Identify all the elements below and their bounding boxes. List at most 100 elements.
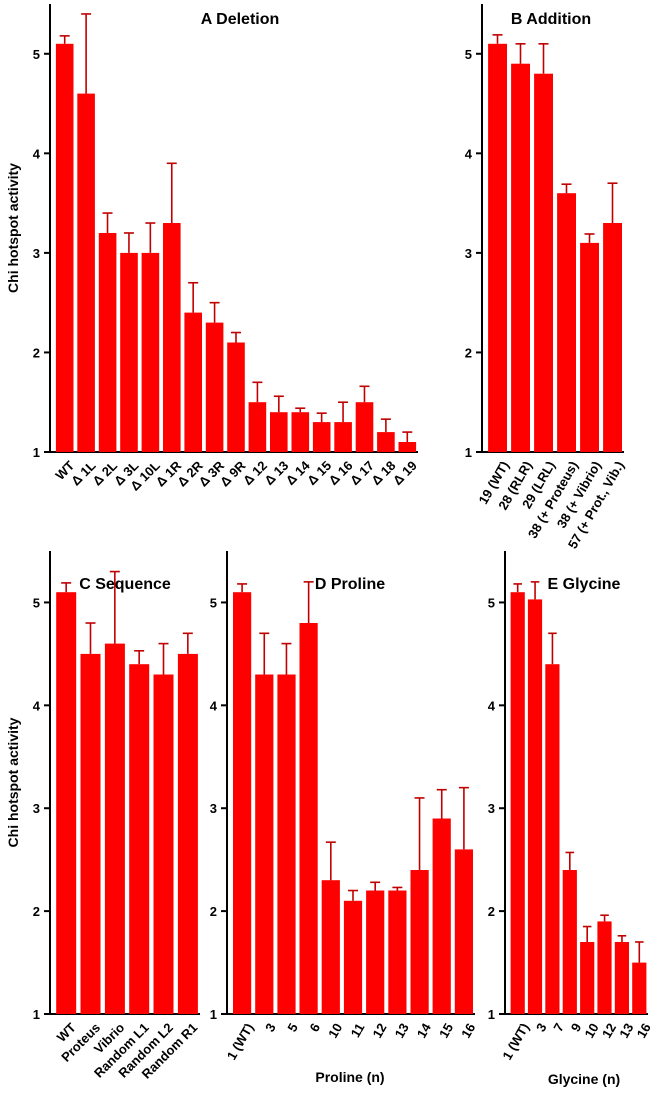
bar [603, 223, 622, 452]
bar [343, 900, 363, 1014]
bar [410, 870, 429, 1014]
y-tick-label: 3 [33, 246, 40, 261]
y-axis-title: Chi hotspot activity [5, 163, 21, 293]
bar [248, 402, 267, 452]
x-tick-label: 10 [581, 1021, 601, 1041]
y-tick-label: 1 [465, 445, 472, 460]
y-tick-label: 1 [210, 1007, 217, 1022]
y-tick-label: 4 [33, 146, 41, 161]
x-tick-label: 13 [392, 1021, 412, 1041]
bar [77, 93, 95, 452]
y-axis-title: Chi hotspot activity [5, 717, 21, 847]
bar [511, 63, 530, 452]
y-tick-label: 1 [33, 1007, 40, 1022]
bar [562, 870, 577, 1014]
x-axis-title: Proline (n) [315, 1069, 384, 1085]
bar [334, 422, 352, 452]
bar [205, 322, 224, 452]
bar [580, 242, 599, 452]
bar [388, 890, 407, 1014]
y-tick-label: 2 [33, 345, 40, 360]
bar [545, 664, 560, 1014]
bar [355, 402, 374, 452]
y-tick-label: 5 [33, 47, 40, 62]
panel-title: C Sequence [79, 576, 171, 593]
bar [277, 674, 296, 1014]
x-tick-label: 1 (WT) [499, 1021, 532, 1063]
bar [55, 43, 74, 453]
y-tick-label: 2 [465, 345, 472, 360]
x-axis-title: Glycine (n) [548, 1071, 620, 1087]
bar [177, 653, 198, 1014]
bar [120, 252, 138, 452]
bar [614, 942, 629, 1014]
x-tick-label: 13 [616, 1021, 636, 1041]
bar [104, 643, 125, 1014]
y-tick-label: 4 [33, 698, 41, 713]
bar [227, 342, 245, 452]
y-tick-label: 5 [33, 595, 40, 610]
bar [80, 653, 101, 1014]
x-tick-label: 3 [533, 1021, 550, 1035]
bar [597, 921, 612, 1014]
y-tick-label: 4 [210, 698, 218, 713]
bar [454, 849, 473, 1014]
x-tick-label: 3 [262, 1021, 279, 1035]
x-tick-label: 10 [325, 1021, 345, 1041]
panel-title: B Addition [511, 11, 591, 28]
bar [557, 193, 576, 452]
bar [270, 412, 288, 452]
y-tick-label: 5 [210, 595, 217, 610]
y-tick-label: 5 [465, 47, 472, 62]
x-tick-label: 1 (WT) [224, 1021, 257, 1063]
bar [233, 592, 252, 1014]
bar [580, 942, 595, 1014]
x-tick-label: 6 [307, 1021, 324, 1035]
y-tick-label: 5 [488, 595, 495, 610]
bar [56, 592, 77, 1014]
x-tick-label: 5 [284, 1021, 301, 1035]
y-tick-label: 2 [488, 904, 495, 919]
bar [527, 599, 543, 1014]
bar [510, 592, 525, 1014]
bar [98, 233, 117, 452]
x-tick-label: 12 [369, 1021, 389, 1041]
x-tick-label: 11 [348, 1021, 368, 1040]
bar [432, 818, 451, 1014]
x-tick-label: 16 [458, 1021, 478, 1041]
bar [163, 223, 181, 452]
x-tick-label: 14 [414, 1020, 435, 1041]
x-tick-label: 15 [436, 1021, 456, 1041]
bar [184, 312, 202, 452]
bar [321, 880, 340, 1014]
y-tick-label: 2 [33, 904, 40, 919]
bar [255, 674, 274, 1014]
panel-title: A Deletion [201, 11, 280, 28]
y-tick-label: 4 [488, 698, 496, 713]
x-tick-label: 16 [634, 1021, 654, 1041]
bar [299, 623, 318, 1014]
bar [291, 412, 310, 452]
x-tick-label: 7 [550, 1021, 567, 1035]
y-tick-label: 1 [488, 1007, 495, 1022]
y-tick-label: 3 [33, 801, 40, 816]
x-tick-label: Δ 19 [390, 458, 420, 488]
bar [488, 43, 507, 453]
bar [534, 73, 553, 452]
y-tick-label: 3 [465, 246, 472, 261]
y-tick-label: 3 [488, 801, 495, 816]
y-tick-label: 4 [465, 146, 473, 161]
panel-title: E Glycine [548, 576, 621, 593]
bar [377, 432, 395, 452]
bar [366, 890, 385, 1014]
x-tick-label: 12 [599, 1021, 619, 1041]
y-tick-label: 3 [210, 801, 217, 816]
panel-title: D Proline [315, 576, 385, 593]
y-tick-label: 2 [210, 904, 217, 919]
